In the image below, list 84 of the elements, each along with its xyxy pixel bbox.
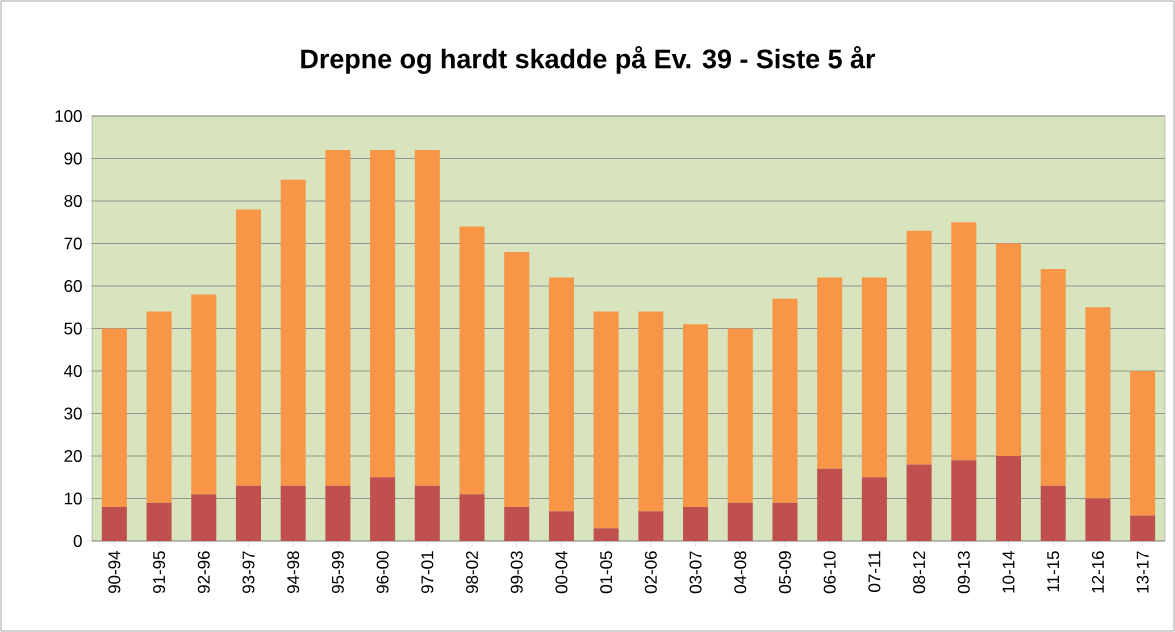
- bar: [683, 324, 709, 507]
- bar: [951, 460, 977, 541]
- x-tick-label: 00-04: [555, 551, 568, 594]
- bar: [325, 485, 351, 541]
- x-tick-label: 04-08: [734, 551, 747, 594]
- x-tick-label: 93-97: [242, 551, 255, 594]
- bar: [1040, 485, 1066, 541]
- x-tick-label: 06-10: [823, 551, 836, 594]
- bar: [593, 311, 619, 529]
- bar: [235, 209, 261, 486]
- x-tick-label: 03-07: [689, 551, 702, 594]
- bar: [817, 468, 843, 541]
- y-tick-label: 80: [64, 195, 82, 207]
- bar: [638, 311, 664, 512]
- bar: [772, 298, 798, 503]
- bar: [1130, 515, 1156, 541]
- bar: [191, 294, 217, 495]
- bar: [1130, 371, 1156, 516]
- bar: [548, 511, 574, 541]
- x-tick-label: 91-95: [153, 551, 166, 594]
- y-tick-label: 70: [64, 237, 82, 250]
- bar: [1085, 498, 1111, 541]
- bar: [772, 502, 798, 541]
- x-tick-label: 01-05: [600, 551, 613, 594]
- y-tick-label: 90: [64, 152, 82, 165]
- x-tick-label: 08-12: [913, 551, 926, 594]
- bar: [817, 277, 843, 469]
- bar: [146, 311, 172, 503]
- bar: [683, 507, 709, 541]
- y-tick-label: 30: [64, 407, 82, 420]
- bar: [235, 485, 261, 541]
- y-tick-label: 0: [73, 535, 82, 547]
- x-tick-label: 07-11: [868, 551, 881, 592]
- x-tick-label: 97-01: [421, 551, 434, 594]
- bar: [146, 502, 172, 541]
- chart-title: Drepne og hardt skadde på Ev. 39 - Siste 5 år: [301, 46, 876, 74]
- bar: [459, 226, 485, 495]
- bar: [638, 511, 664, 541]
- bar: [995, 456, 1022, 541]
- bar: [101, 328, 127, 507]
- x-tick-label: 12-16: [1091, 551, 1104, 593]
- bar: [504, 507, 530, 541]
- bar: [861, 277, 887, 478]
- bar: [280, 485, 306, 541]
- bar: [325, 150, 351, 486]
- bar: [1040, 269, 1066, 486]
- x-tick-label: 10-14: [1002, 551, 1015, 593]
- bar: [906, 230, 932, 465]
- bar: [504, 252, 530, 507]
- x-tick-label: 13-17: [1136, 551, 1149, 593]
- bar: [995, 243, 1022, 456]
- bar: [101, 507, 127, 541]
- x-tick-label: 98-02: [466, 551, 479, 594]
- bar: [906, 464, 932, 541]
- bar: [951, 222, 977, 461]
- y-tick-label: 60: [64, 280, 82, 292]
- x-tick-label: 09-13: [957, 551, 970, 594]
- x-tick-label: 96-00: [376, 551, 389, 594]
- x-tick-label: 92-96: [197, 551, 210, 594]
- bar: [280, 179, 306, 486]
- bar: [414, 150, 440, 486]
- bar: [414, 485, 440, 541]
- bar: [593, 528, 619, 541]
- bar: [727, 502, 753, 541]
- x-tick-label: 11-15: [1047, 551, 1060, 592]
- bar: [861, 477, 887, 541]
- y-tick-label: 100: [55, 110, 82, 122]
- bar: [370, 150, 396, 478]
- bar: [191, 494, 217, 541]
- y-tick-label: 10: [64, 492, 82, 505]
- bar: [548, 277, 574, 512]
- bar: [1085, 307, 1111, 499]
- x-tick-label: 02-06: [644, 551, 657, 594]
- y-tick-label: 40: [64, 365, 82, 377]
- x-tick-label: 95-99: [331, 551, 344, 594]
- bar: [459, 494, 485, 541]
- y-tick-label: 50: [64, 322, 82, 335]
- x-tick-label: 99-03: [510, 551, 523, 594]
- x-tick-label: 05-09: [778, 551, 791, 594]
- y-tick-label: 20: [64, 450, 82, 462]
- x-tick-label: 90-94: [108, 551, 121, 594]
- bar: [370, 477, 396, 541]
- x-tick-label: 94-98: [287, 551, 300, 594]
- bar: [727, 328, 753, 503]
